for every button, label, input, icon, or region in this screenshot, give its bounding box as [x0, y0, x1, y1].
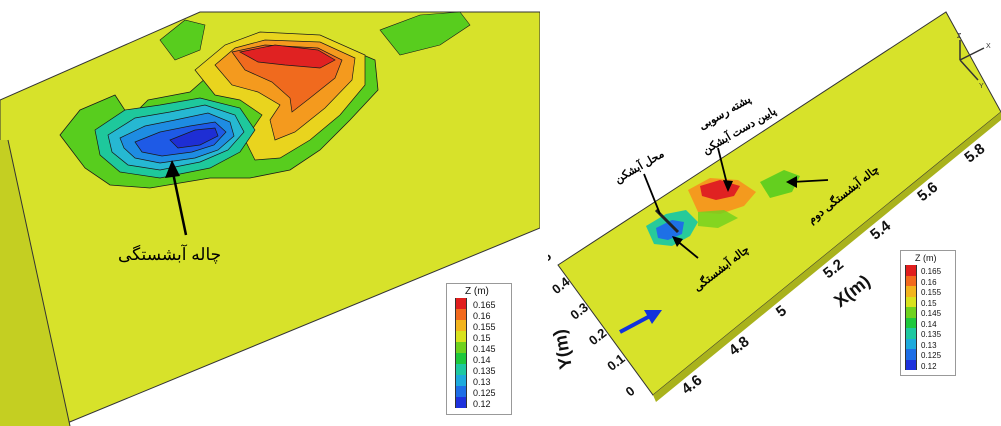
legend-label: 0.15: [473, 332, 491, 343]
legend-swatch: [455, 320, 467, 331]
left-contour-panel: چاله آبشستگی Z (m) 0.165 0.16 0.155 0.15 0.1…: [0, 11, 540, 426]
second-hole-arrow: [791, 179, 829, 183]
left-legend-title: Z (m): [465, 286, 489, 297]
legend-label: 0.15: [921, 298, 937, 308]
legend-label: 0.155: [921, 288, 942, 298]
left-contour-plot: [0, 11, 540, 426]
legend-swatch: [905, 338, 917, 349]
legend-swatch: [905, 328, 917, 339]
contour-hole-deep-blue: [169, 127, 219, 149]
legend-swatch: [905, 275, 917, 286]
legend-label: 0.13: [473, 376, 491, 387]
legend-label: 0.135: [473, 365, 496, 376]
legend-swatch: [905, 349, 917, 360]
legend-label: 0.165: [921, 267, 942, 277]
right-legend-title: Z (m): [915, 253, 937, 263]
bed-side-face: [0, 140, 70, 426]
y-tick-label: 0: [623, 383, 638, 399]
flow-direction-arrow: [619, 314, 651, 334]
right-legend: Z (m) 0.165 0.16 0.155 0.15 0.145 0.14 0.135 0.…: [900, 250, 956, 376]
legend-label: 0.135: [921, 330, 942, 340]
legend-swatch: [455, 309, 467, 320]
pier-arrow: [643, 173, 661, 215]
legend-swatch: [905, 265, 917, 276]
legend-label: 0.125: [921, 351, 942, 361]
scour-hole-arrow: [170, 167, 188, 236]
legend-swatch: [455, 353, 467, 364]
x-tick-label: 5: [773, 302, 790, 321]
contour-green-patch-1: [379, 11, 471, 56]
axis-triad: X Z Y: [957, 33, 991, 90]
contour-ridge-red: [238, 44, 336, 69]
triad-x-label: X: [986, 43, 991, 50]
y-axis-title: Y(m): [549, 328, 576, 371]
triad-y-label: Y: [979, 83, 984, 90]
legend-swatch: [455, 331, 467, 342]
ridge-arrow-head: [723, 180, 733, 192]
legend-swatch: [455, 386, 467, 397]
legend-swatch: [905, 307, 917, 318]
legend-label: 0.145: [921, 309, 942, 319]
right-green-patch-2: [698, 210, 738, 228]
legend-label: 0.12: [921, 361, 937, 371]
legend-label: 0.155: [473, 321, 496, 332]
legend-label: 0.145: [473, 343, 496, 354]
contour-green-patch-2: [159, 19, 206, 61]
flow-direction-arrow-head: [644, 310, 662, 324]
legend-label: 0.12: [473, 398, 491, 409]
legend-swatch: [455, 397, 467, 408]
right-contour-plot: 4.64.855.25.45.65.8 00.10.20.30.40.5 X(m…: [548, 11, 1001, 402]
right-scour-hole-core: [656, 220, 684, 240]
legend-label: 0.16: [921, 277, 937, 287]
left-legend: Z (m) 0.165 0.16 0.155 0.15 0.145 0.14 0.135 0.…: [446, 283, 512, 415]
legend-swatch: [905, 317, 917, 328]
legend-label: 0.16: [473, 310, 491, 321]
right-green-patch-1: [760, 170, 800, 198]
flume-side: [653, 112, 1001, 402]
legend-swatch: [905, 286, 917, 297]
legend-label: 0.13: [921, 340, 937, 350]
scour-hole-arrow-head: [165, 160, 180, 178]
legend-swatch: [455, 375, 467, 386]
legend-swatch: [455, 364, 467, 375]
right-contour-panel: 4.6 4.8 5 5.2 5.4 5.6 5.8 0 0.1 0.2 0.3 0.4 0.5 X(m…: [548, 0, 1001, 426]
flume-bed: [557, 11, 1001, 396]
triad-z-label: Z: [957, 33, 962, 40]
bed-edge-line: [7, 139, 71, 426]
legend-swatch: [905, 359, 917, 370]
scour-hole-arrow-right-head: [672, 236, 683, 247]
y-tick-label: 0.5: [548, 248, 554, 271]
legend-label: 0.125: [473, 387, 496, 398]
scour-hole-annotation: چاله آبشستگی: [118, 245, 222, 264]
legend-swatch: [455, 298, 467, 309]
legend-swatch: [455, 342, 467, 353]
legend-label: 0.165: [473, 299, 496, 310]
legend-swatch: [905, 296, 917, 307]
second-hole-arrow-head: [786, 176, 797, 188]
legend-label: 0.14: [921, 319, 937, 329]
legend-label: 0.14: [473, 354, 491, 365]
